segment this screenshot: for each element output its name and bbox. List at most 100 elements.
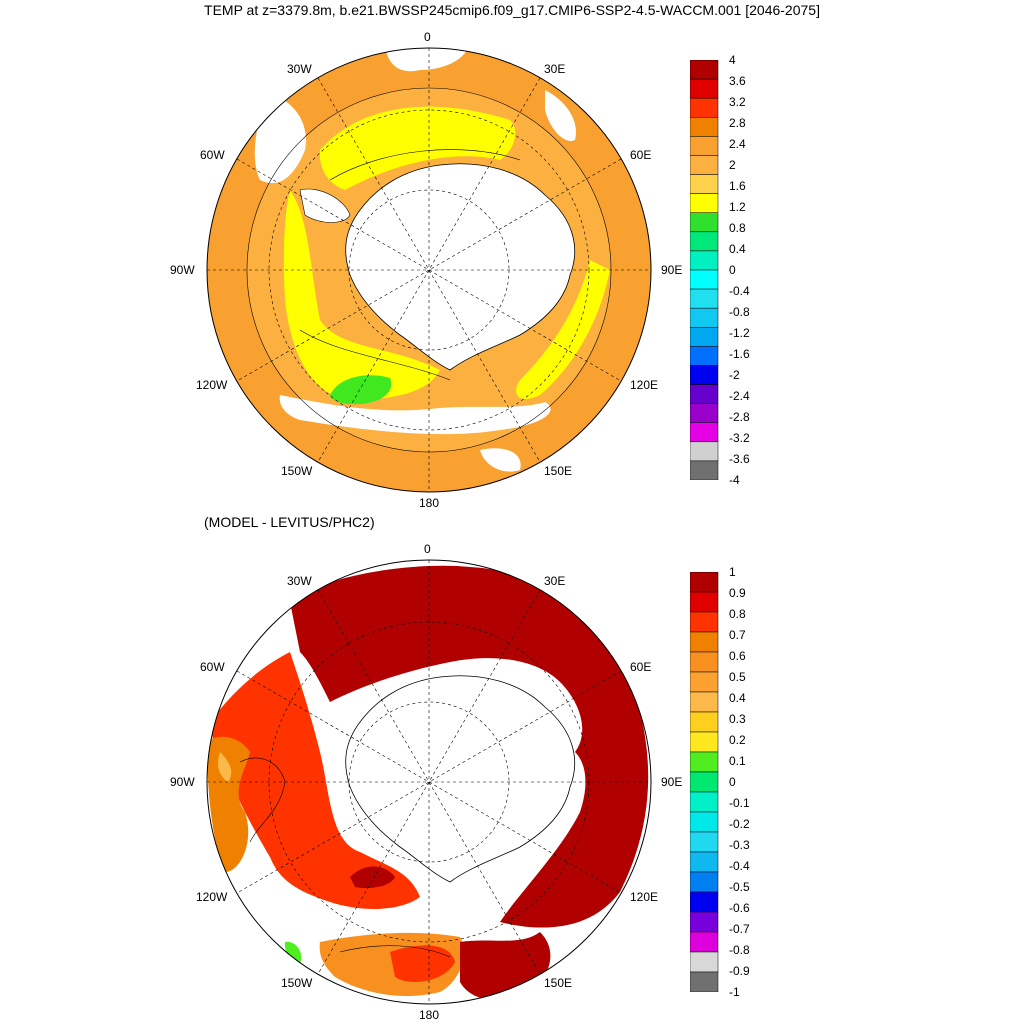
- top-yellow-patch-north: [319, 106, 516, 190]
- top-lon-label-120e: 120E: [630, 378, 659, 392]
- bottom-colorbar-swatch: [690, 811, 719, 833]
- top-colorbar-swatch: [690, 136, 719, 156]
- bottom-west-red-region: [210, 652, 420, 909]
- bottom-colorbar-tick-label: 0.4: [729, 691, 746, 705]
- bottom-colorbar-swatch: [690, 911, 719, 933]
- top-map-border: [206, 47, 652, 493]
- bottom-lon-label-120w: 120W: [196, 890, 228, 904]
- bottom-colorbar: [690, 572, 719, 992]
- bottom-lon-label-150e: 150E: [544, 976, 573, 990]
- top-colorbar-swatch: [690, 307, 719, 328]
- bottom-colorbar-swatch: [690, 971, 719, 992]
- bottom-colorbar-swatch: [690, 831, 719, 853]
- difference-subtitle: (MODEL - LEVITUS/PHC2): [204, 514, 375, 530]
- top-colorbar-swatch: [690, 174, 719, 194]
- top-colorbar-swatch: [690, 346, 719, 366]
- bottom-lon-label-90w: 90W: [170, 775, 195, 789]
- top-colorbar-swatch: [690, 441, 719, 462]
- bottom-lon-label-60w: 60W: [200, 660, 225, 674]
- top-lon-label-30w: 30W: [287, 62, 312, 76]
- bottom-colorbar-swatch: [690, 851, 719, 873]
- top-colorbar-swatch: [690, 422, 719, 443]
- top-colorbar-tick-label: 2: [729, 158, 736, 172]
- top-mask-north: [385, 48, 470, 72]
- top-colorbar-tick-label: -0.8: [729, 305, 750, 319]
- top-colorbar-tick-label: 1.6: [729, 179, 746, 193]
- bottom-colorbar-tick-label: 0.2: [729, 733, 746, 747]
- top-colorbar-swatch: [690, 460, 719, 480]
- top-colorbar-tick-label: 2.8: [729, 116, 746, 130]
- bottom-colorbar-swatch: [690, 572, 719, 593]
- bottom-colorbar-swatch: [690, 751, 719, 773]
- top-graticule: [207, 48, 651, 492]
- bottom-colorbar-tick-label: 0.8: [729, 607, 746, 621]
- bottom-map-border: [206, 559, 652, 1005]
- top-colorbar-tick-label: 0.8: [729, 221, 746, 235]
- top-colorbar-swatch: [690, 231, 719, 252]
- top-lon-label-90e: 90E: [661, 263, 683, 277]
- bottom-lon-label-150w: 150W: [281, 976, 313, 990]
- top-colorbar-tick-label: 2.4: [729, 137, 746, 151]
- figure-title: TEMP at z=3379.8m, b.e21.BWSSP245cmip6.f…: [204, 2, 820, 18]
- top-colorbar-swatch: [690, 155, 719, 175]
- bottom-colorbar-swatch: [690, 731, 719, 753]
- top-lon-label-0: 0: [424, 30, 431, 44]
- top-antarctica: [345, 163, 576, 371]
- bottom-colorbar-swatch: [690, 651, 719, 673]
- top-lon-label-180: 180: [419, 496, 440, 510]
- bottom-lon-label-0: 0: [424, 542, 431, 556]
- top-green-patch: [330, 375, 392, 405]
- bottom-colorbar-swatch: [690, 691, 719, 713]
- bottom-polar-map: [206, 559, 652, 1005]
- bottom-colorbar-tick-label: -0.5: [729, 880, 750, 894]
- bottom-colorbar-tick-label: 0: [729, 775, 736, 789]
- bottom-colorbar-tick-label: -1: [729, 985, 740, 999]
- bottom-green-patch: [284, 941, 302, 964]
- bottom-west-light-orange: [217, 752, 232, 782]
- bottom-graticule: [207, 560, 651, 1004]
- top-colorbar-swatch: [690, 403, 719, 423]
- top-yellow-patch-west: [283, 190, 440, 400]
- top-colorbar-tick-label: 1.2: [729, 200, 746, 214]
- top-colorbar-swatch: [690, 60, 719, 80]
- top-lon-label-60e: 60E: [630, 148, 652, 162]
- bottom-colorbar-tick-label: -0.1: [729, 796, 750, 810]
- bottom-antarctica: [345, 675, 576, 883]
- bottom-colorbar-tick-label: 1: [729, 565, 736, 579]
- top-polar-map: [206, 47, 652, 493]
- top-lon-label-60w: 60W: [200, 148, 225, 162]
- top-colorbar-swatch: [690, 117, 719, 137]
- top-colorbar-swatch: [690, 327, 719, 347]
- bottom-colorbar-swatch: [690, 891, 719, 913]
- top-mask-south-ridge: [279, 395, 551, 435]
- bottom-colorbar-swatch: [690, 771, 719, 793]
- bottom-colorbar-tick-label: 0.3: [729, 712, 746, 726]
- top-colorbar-tick-label: -2.8: [729, 410, 750, 424]
- bottom-colorbar-swatch: [690, 591, 719, 613]
- bottom-lon-label-60e: 60E: [630, 660, 652, 674]
- bottom-colorbar-tick-label: -0.8: [729, 943, 750, 957]
- top-colorbar-tick-label: 0.4: [729, 242, 746, 256]
- top-antarctic-peninsula: [299, 188, 351, 223]
- bottom-lon-label-30e: 30E: [544, 574, 566, 588]
- bottom-lon-label-30w: 30W: [287, 574, 312, 588]
- bottom-colorbar-swatch: [690, 931, 719, 953]
- top-colorbar-tick-label: -0.4: [729, 284, 750, 298]
- bottom-colorbar-tick-label: 0.6: [729, 649, 746, 663]
- top-colorbar-swatch: [690, 78, 719, 99]
- bottom-lon-label-90e: 90E: [661, 775, 683, 789]
- top-colorbar-swatch: [690, 365, 719, 385]
- bottom-lon-label-120e: 120E: [630, 890, 659, 904]
- bottom-colorbar-swatch: [690, 871, 719, 893]
- bottom-colorbar-swatch: [690, 951, 719, 973]
- top-colorbar-swatch: [690, 97, 719, 118]
- top-colorbar-swatch: [690, 193, 719, 213]
- bottom-west-orange-band: [207, 736, 250, 872]
- top-colorbar-tick-label: 0: [729, 263, 736, 277]
- top-lon-label-30e: 30E: [544, 62, 566, 76]
- top-colorbar-tick-label: 3.2: [729, 95, 746, 109]
- top-mask-ne: [545, 90, 576, 141]
- top-colorbar-tick-label: -2: [729, 368, 740, 382]
- bottom-colorbar-swatch: [690, 611, 719, 633]
- top-colorbar-swatch: [690, 269, 719, 290]
